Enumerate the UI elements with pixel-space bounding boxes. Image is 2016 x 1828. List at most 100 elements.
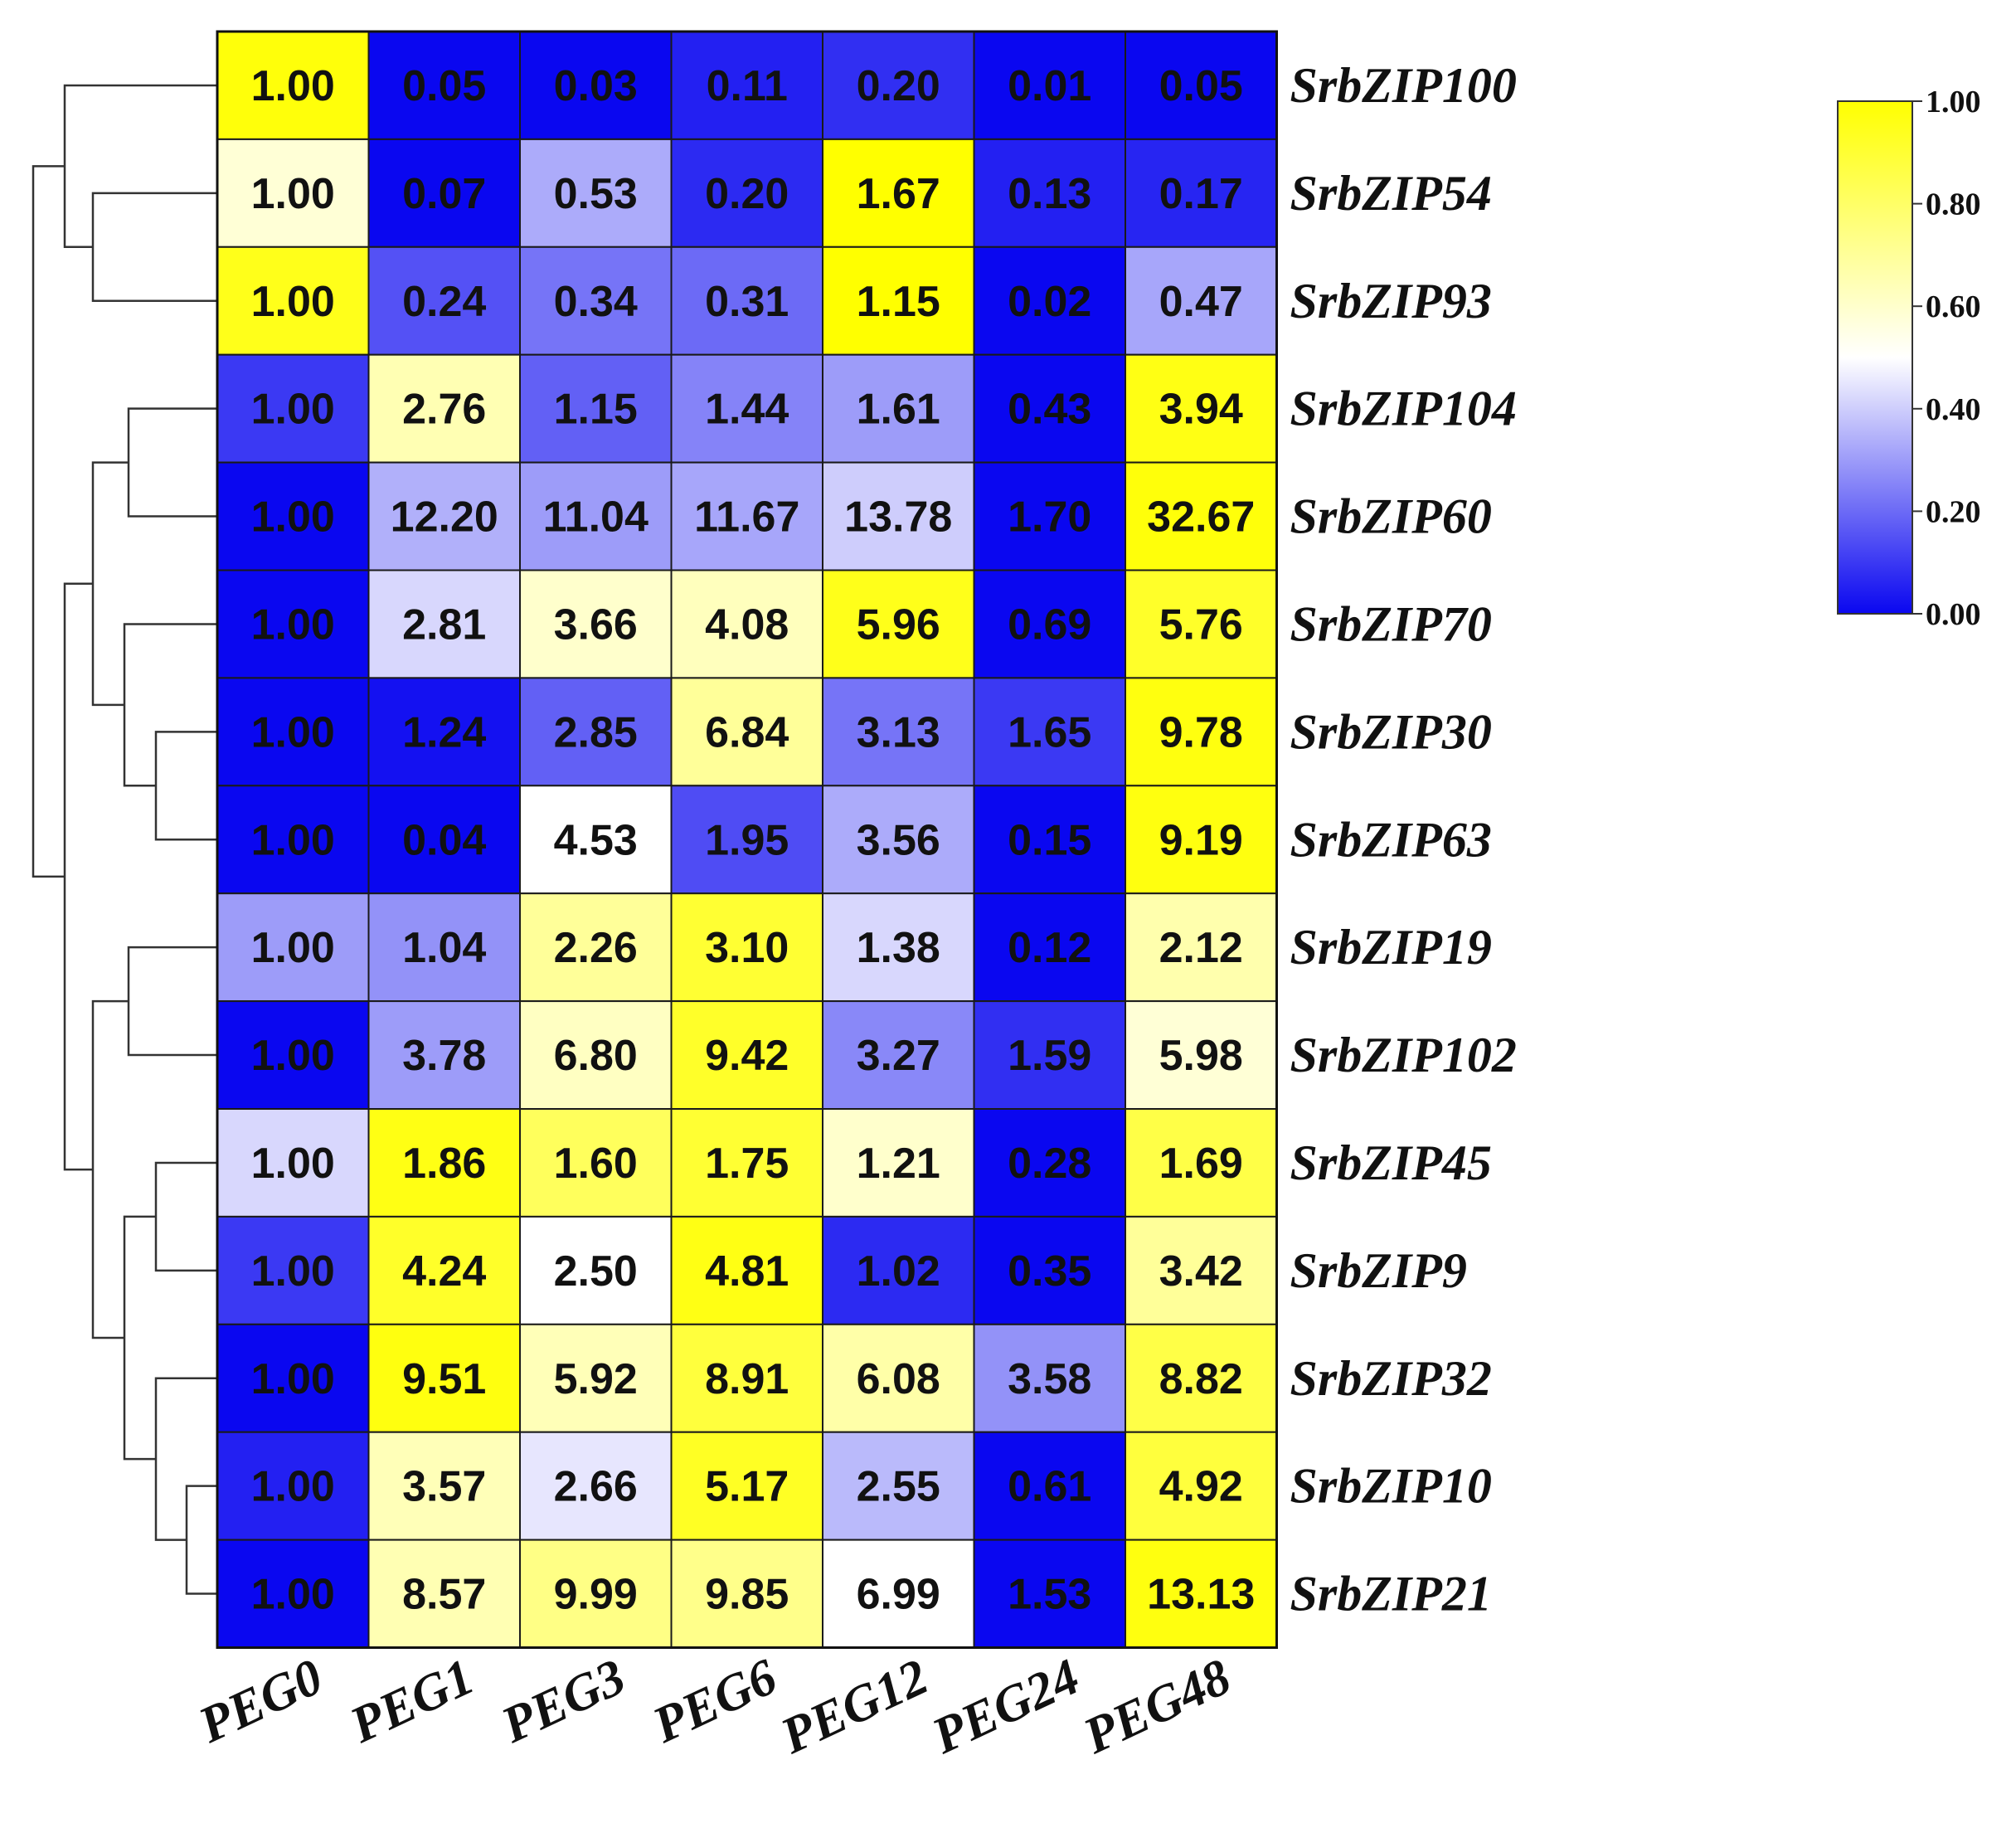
cell-value-label: 3.57 [402, 1463, 486, 1511]
cell-value-label: 6.80 [554, 1032, 638, 1080]
cell-value-label: 9.51 [402, 1355, 486, 1403]
row-label: SrbZIP60 [1290, 489, 1492, 544]
cell-value-label: 1.95 [705, 816, 789, 864]
color-scale-tick-label: 0.40 [1926, 392, 1981, 427]
cell-value-label: 1.86 [402, 1140, 486, 1188]
heatmap-cell [367, 1000, 521, 1110]
heatmap-cell [1125, 1215, 1278, 1325]
cell-value-label: 0.13 [1008, 170, 1091, 218]
heatmap-cell [1125, 138, 1278, 248]
heatmap-cell [367, 785, 521, 895]
dendrogram-branch [185, 1485, 217, 1595]
heatmap-cell [519, 1539, 673, 1649]
heatmap-cell [519, 1000, 673, 1110]
cell-value-label: 4.08 [705, 600, 789, 649]
cell-value-label: 0.43 [1008, 386, 1091, 434]
cell-value-label: 1.00 [251, 1355, 335, 1403]
cell-value-label: 0.34 [554, 278, 638, 326]
heatmap-cell [670, 892, 823, 1003]
cell-value-label: 5.92 [554, 1355, 638, 1403]
cell-value-label: 3.66 [554, 600, 638, 649]
heatmap-cell [670, 785, 823, 895]
row-labels: SrbZIP100 SrbZIP54 SrbZIP93 SrbZIP104 SrbZIP… [1290, 58, 1517, 1621]
heatmap-cell [973, 677, 1126, 787]
row-label: SrbZIP45 [1290, 1135, 1492, 1190]
heatmap-cell [519, 892, 673, 1003]
cell-value-label: 2.26 [554, 924, 638, 972]
cell-value-label: 0.02 [1008, 278, 1091, 326]
color-scale-tick-label: 0.60 [1926, 289, 1981, 324]
row-label: SrbZIP63 [1290, 812, 1492, 867]
row-label: SrbZIP30 [1290, 704, 1492, 759]
cell-value-label: 0.61 [1008, 1463, 1091, 1511]
row-label: SrbZIP104 [1290, 382, 1517, 436]
dendrogram-branch [63, 84, 217, 249]
heatmap-cell [973, 892, 1126, 1003]
heatmap-cell [367, 1431, 521, 1541]
cell-value-label: 2.66 [554, 1463, 638, 1511]
heatmap-cell [519, 138, 673, 248]
cell-value-label: 4.81 [705, 1247, 789, 1296]
cell-value-label: 5.17 [705, 1463, 789, 1511]
cell-value-label: 3.13 [857, 708, 940, 756]
color-scale-tick-label: 0.00 [1926, 597, 1981, 632]
column-label: PEG6 [644, 1649, 785, 1755]
color-scale-legend: 0.00 0.20 0.40 0.60 0.80 1.00 [1837, 85, 1981, 632]
cell-value-label: 0.20 [857, 62, 940, 110]
heatmap-cell [1125, 1108, 1278, 1218]
cell-value-label: 2.81 [402, 600, 486, 649]
heatmap-cell [216, 1215, 370, 1325]
cell-value-label: 1.59 [1008, 1032, 1091, 1080]
cell-value-label: 3.42 [1159, 1247, 1243, 1296]
cell-value-label: 1.44 [705, 386, 789, 434]
cell-value-label: 2.85 [554, 708, 638, 756]
heatmap-cell [973, 1431, 1126, 1541]
cell-value-label: 1.00 [251, 1140, 335, 1188]
heatmap-cell [973, 1000, 1126, 1110]
color-scale-tick-label: 1.00 [1926, 85, 1981, 119]
heatmap-cell [822, 1000, 975, 1110]
column-label: PEG0 [190, 1649, 331, 1755]
dendrogram-branch [123, 623, 217, 787]
cell-value-label: 13.13 [1147, 1571, 1255, 1619]
heatmap-cell [822, 1539, 975, 1649]
heatmap-cell [216, 461, 370, 571]
dendrogram-branch [91, 461, 129, 707]
cell-value-label: 1.00 [251, 1032, 335, 1080]
heatmap-cell [822, 1323, 975, 1433]
cell-value-label: 11.67 [694, 493, 799, 542]
heatmap-cell [973, 31, 1126, 140]
cell-value-label: 2.12 [1159, 924, 1243, 972]
heatmap-cell [216, 1539, 370, 1649]
heatmap-cell [519, 1215, 673, 1325]
heatmap-cell [367, 569, 521, 679]
heatmap-cell [670, 461, 823, 571]
cell-value-label: 9.99 [554, 1571, 638, 1619]
cell-value-label: 1.00 [251, 62, 335, 110]
heatmap-cell [973, 1215, 1126, 1325]
cell-value-label: 6.84 [705, 708, 789, 756]
cell-value-label: 9.78 [1159, 708, 1243, 756]
cell-value-label: 5.96 [857, 600, 940, 649]
cell-value-label: 1.70 [1008, 493, 1091, 542]
cell-value-label: 6.08 [857, 1355, 940, 1403]
dendrogram-branch [154, 1161, 217, 1272]
heatmap-cell [822, 1108, 975, 1218]
cell-value-label: 1.65 [1008, 708, 1091, 756]
heatmap-cell [367, 31, 521, 140]
heatmap-cell [519, 1431, 673, 1541]
dendrogram-branch [127, 946, 217, 1057]
cell-value-label: 1.61 [857, 386, 940, 434]
cell-value-label: 0.31 [705, 278, 789, 326]
cell-value-label: 1.00 [251, 600, 335, 649]
cell-value-label: 1.02 [857, 1247, 940, 1296]
heatmap-cell [822, 138, 975, 248]
cell-value-label: 1.00 [251, 1571, 335, 1619]
cell-value-label: 3.56 [857, 816, 940, 864]
cell-value-label: 1.75 [705, 1140, 789, 1188]
heatmap-cell [822, 353, 975, 464]
dendrogram-branch [91, 192, 217, 302]
color-scale-tick-label: 0.20 [1926, 494, 1981, 529]
heatmap-cell [216, 353, 370, 464]
